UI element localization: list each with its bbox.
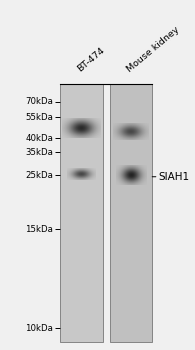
Text: 15kDa: 15kDa xyxy=(25,225,53,233)
Text: 55kDa: 55kDa xyxy=(25,113,53,122)
Text: 40kDa: 40kDa xyxy=(25,134,53,143)
Bar xyxy=(60,84,103,342)
Text: 35kDa: 35kDa xyxy=(25,148,53,157)
Text: Mouse kidney: Mouse kidney xyxy=(125,25,181,74)
Text: SIAH1: SIAH1 xyxy=(152,172,190,182)
Text: BT-474: BT-474 xyxy=(76,46,106,74)
Text: 70kDa: 70kDa xyxy=(25,97,53,106)
Bar xyxy=(110,84,152,342)
Text: 25kDa: 25kDa xyxy=(25,170,53,180)
Text: 10kDa: 10kDa xyxy=(25,324,53,333)
